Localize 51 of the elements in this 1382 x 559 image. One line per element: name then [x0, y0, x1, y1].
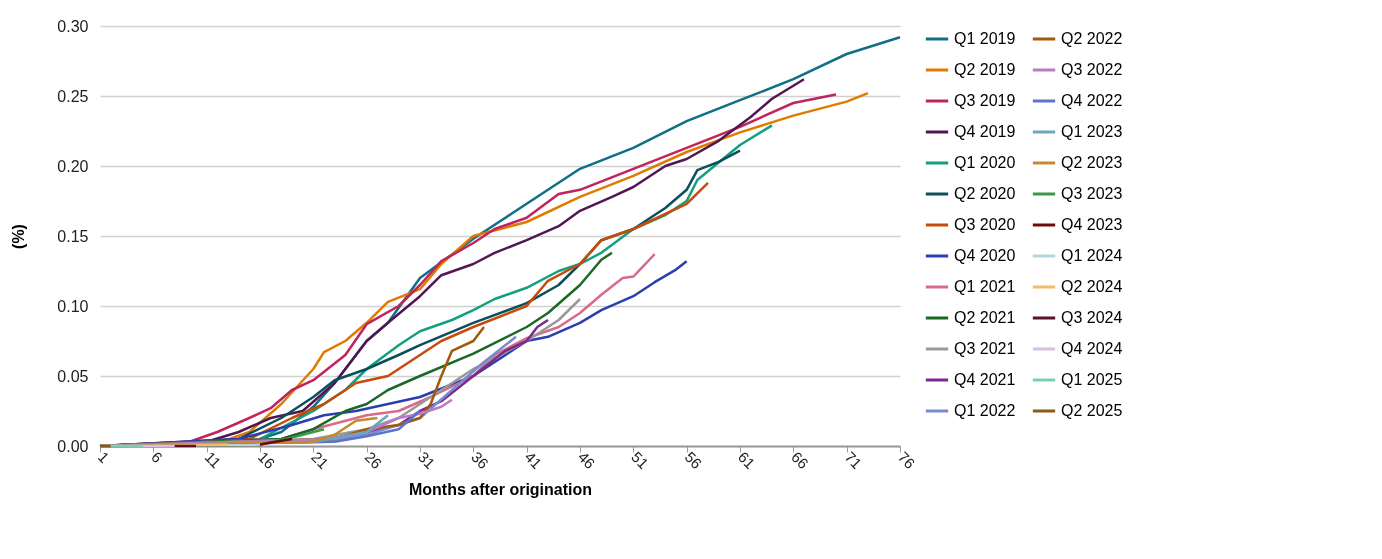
x-tick-label: 31	[414, 448, 439, 472]
legend-label: Q3 2022	[1061, 61, 1123, 78]
x-tick-label: 21	[308, 448, 332, 472]
legend-label: Q1 2020	[954, 154, 1016, 171]
legend-label: Q2 2023	[1061, 154, 1123, 171]
legend-label: Q2 2022	[1061, 30, 1123, 47]
x-tick-label: 56	[681, 448, 706, 472]
y-tick-label: 0.15	[57, 227, 89, 245]
legend-label: Q3 2020	[954, 216, 1016, 233]
legend-label: Q1 2019	[954, 30, 1016, 47]
x-tick-label: 11	[201, 448, 225, 472]
x-tick-label: 41	[521, 448, 546, 472]
legend-label: Q4 2020	[954, 247, 1016, 264]
legend-label: Q4 2024	[1061, 340, 1123, 357]
x-tick-label: 51	[628, 448, 652, 472]
legend-label: Q1 2021	[954, 278, 1016, 295]
x-tick-label: 46	[574, 448, 599, 472]
x-tick-label: 36	[468, 448, 492, 472]
x-tick-label: 61	[734, 448, 759, 472]
legend-label: Q1 2022	[954, 402, 1016, 419]
y-tick-label: 0.10	[57, 297, 89, 315]
y-tick-label: 0.05	[57, 367, 89, 385]
legend-label: Q1 2025	[1061, 371, 1123, 388]
x-tick-label: 66	[788, 448, 812, 472]
x-tick-label: 6	[148, 448, 167, 467]
legend-label: Q4 2022	[1061, 92, 1123, 109]
legend-label: Q3 2024	[1061, 309, 1123, 326]
legend-label: Q2 2021	[954, 309, 1016, 326]
y-tick-label: 0.20	[57, 157, 89, 175]
legend-label: Q3 2021	[954, 340, 1016, 357]
legend-label: Q2 2025	[1061, 402, 1123, 419]
x-tick-label: 71	[841, 448, 866, 472]
legend-label: Q2 2020	[954, 185, 1016, 202]
legend-label: Q3 2019	[954, 92, 1016, 109]
legend-label: Q4 2021	[954, 371, 1016, 388]
legend-label: Q4 2023	[1061, 216, 1123, 233]
x-tick-label: 1	[94, 448, 113, 467]
y-axis-title: (%)	[10, 224, 28, 249]
x-axis-title: Months after origination	[408, 480, 593, 498]
y-tick-label: 0.00	[57, 437, 89, 455]
legend-label: Q2 2024	[1061, 278, 1123, 295]
x-tick-label: 76	[894, 448, 919, 472]
legend-label: Q2 2019	[954, 61, 1016, 78]
x-tick-label: 16	[254, 448, 279, 472]
y-tick-label: 0.25	[57, 87, 89, 105]
legend-label: Q1 2024	[1061, 247, 1123, 264]
x-tick-label: 26	[361, 448, 386, 472]
y-tick-label: 0.30	[57, 17, 89, 35]
legend-label: Q1 2023	[1061, 123, 1123, 140]
legend-label: Q4 2019	[954, 123, 1016, 140]
legend-label: Q3 2023	[1061, 185, 1123, 202]
